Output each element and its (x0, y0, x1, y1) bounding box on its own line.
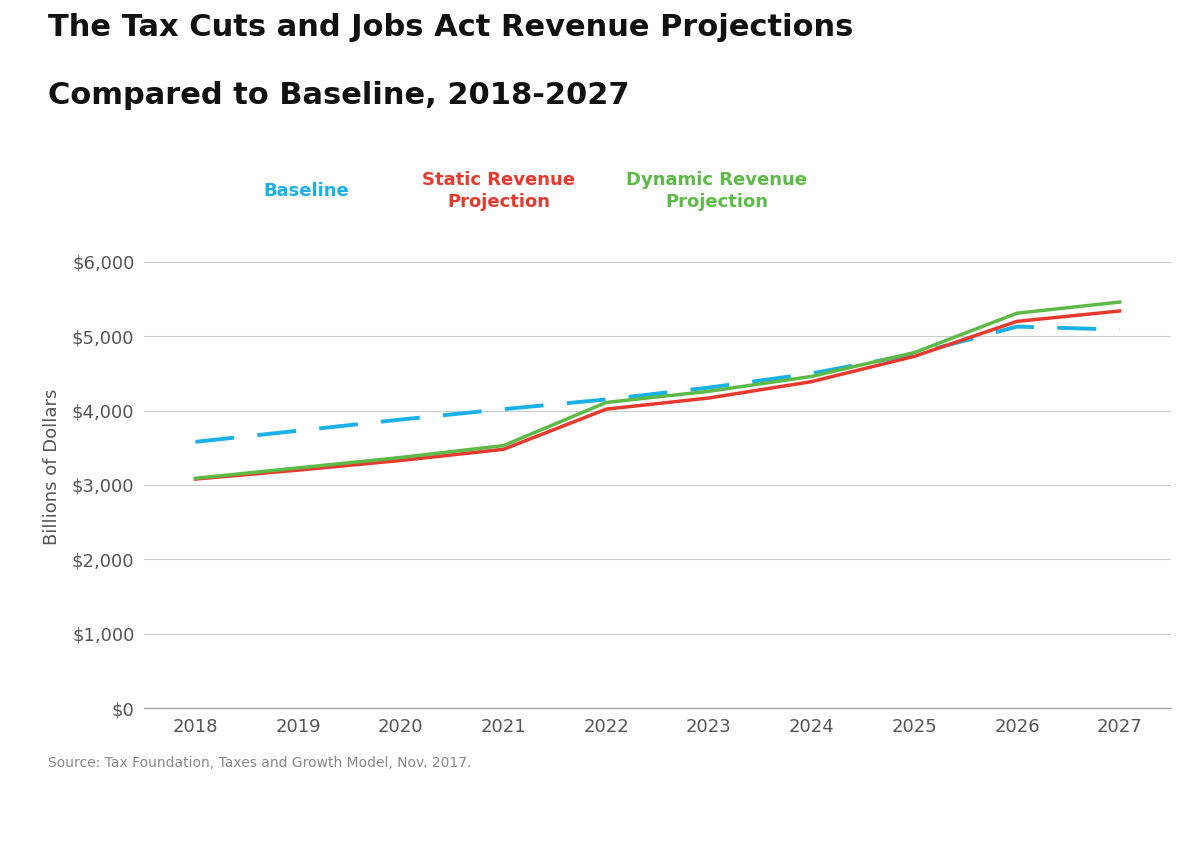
Text: Baseline: Baseline (263, 181, 349, 200)
Text: Static Revenue
Projection: Static Revenue Projection (422, 171, 575, 210)
Text: @TaxFoundation: @TaxFoundation (1027, 808, 1175, 826)
Text: The Tax Cuts and Jobs Act Revenue Projections: The Tax Cuts and Jobs Act Revenue Projec… (48, 13, 854, 42)
Text: Dynamic Revenue
Projection: Dynamic Revenue Projection (627, 171, 807, 210)
Text: Source: Tax Foundation, Taxes and Growth Model, Nov. 2017.: Source: Tax Foundation, Taxes and Growth… (48, 756, 472, 771)
Text: Compared to Baseline, 2018-2027: Compared to Baseline, 2018-2027 (48, 81, 629, 109)
Y-axis label: Billions of Dollars: Billions of Dollars (43, 388, 61, 544)
Text: TAX FOUNDATION: TAX FOUNDATION (26, 807, 233, 827)
